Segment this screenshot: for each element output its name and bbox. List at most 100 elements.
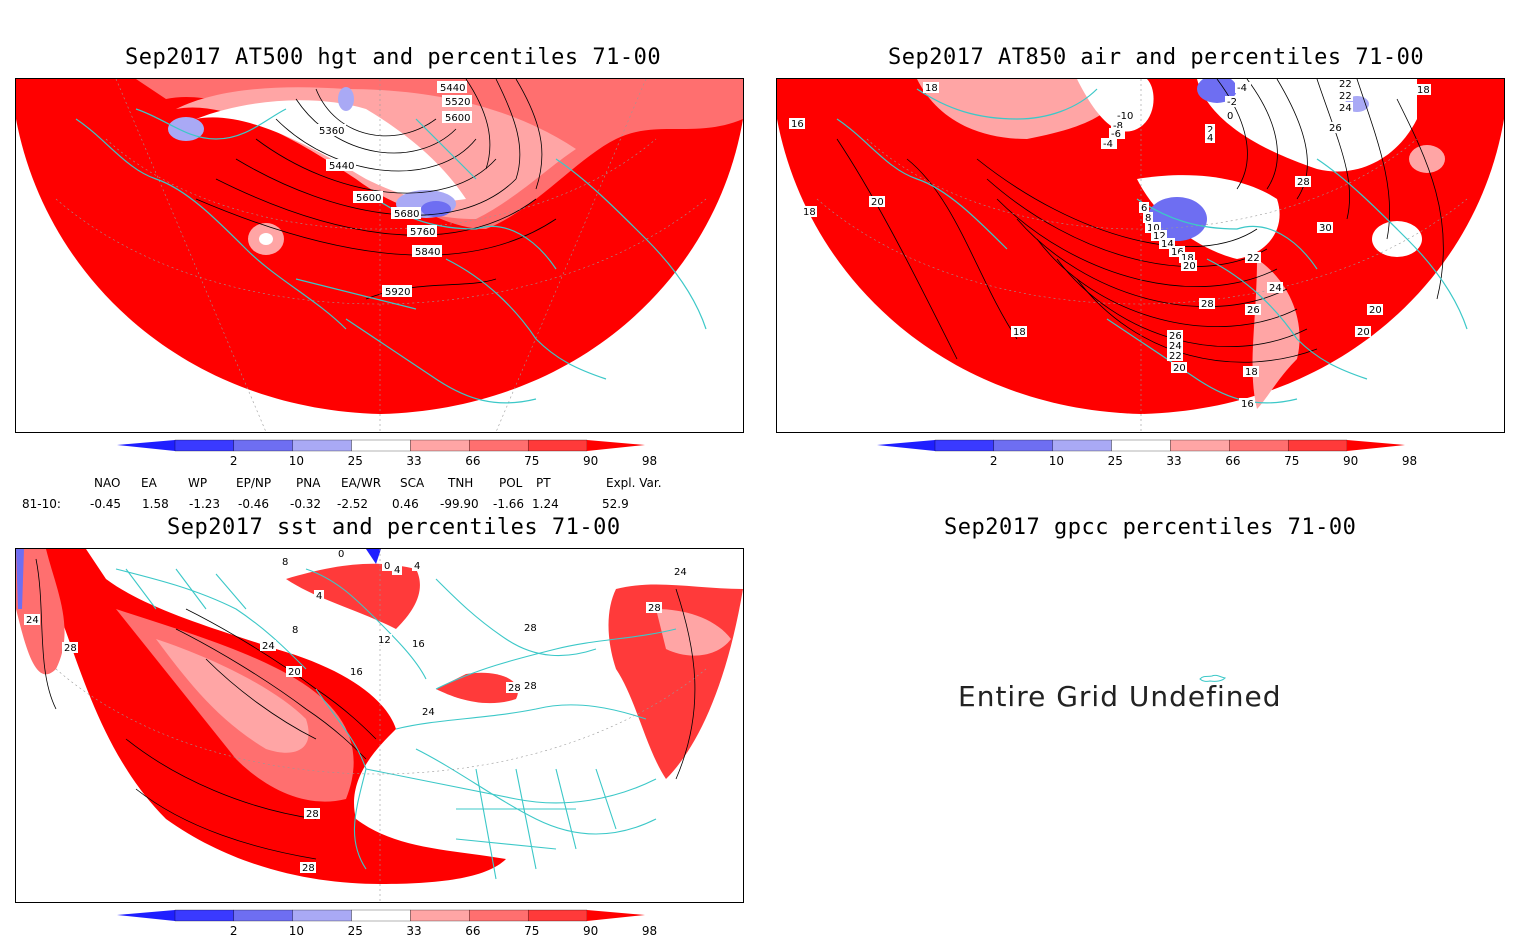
sst-contour-label: 16 — [350, 667, 363, 678]
air-colorbar: 2 10 25 33 66 75 90 98 — [877, 439, 1417, 473]
sst-contour-label: 4 — [316, 591, 322, 602]
air-contour-label: 18 — [1181, 253, 1194, 264]
colorbar-tick-label: 75 — [524, 924, 540, 938]
air-contour-label: 28 — [1297, 177, 1310, 188]
colorbar-segment — [292, 439, 352, 452]
air-contour-label: 22 — [1247, 253, 1260, 264]
colorbar-tick-label: 90 — [583, 924, 599, 938]
index-header: PNA — [296, 476, 321, 490]
sst-colorbar: 2 10 25 33 66 75 90 98 — [117, 909, 657, 939]
index-header: PT — [536, 476, 551, 490]
colorbar-segment — [934, 439, 995, 452]
hgt-colorbar: 2 10 25 33 66 75 90 98 — [117, 439, 657, 473]
air-contour-label: 24 — [1269, 283, 1282, 294]
sst-contour-label: 0 — [384, 561, 390, 572]
index-header: SCA — [400, 476, 425, 490]
colorbar-tick-label: 98 — [1401, 454, 1418, 468]
air-contour-label: 18 — [803, 207, 816, 218]
sst-contour-label: 4 — [394, 565, 400, 576]
sst-contour-label: 12 — [378, 635, 391, 646]
sst-contour-label: 24 — [674, 567, 687, 578]
colorbar-segment — [1287, 439, 1348, 452]
air-contour-label: -4 — [1103, 139, 1113, 150]
gpcc-island-mark — [1198, 670, 1228, 684]
colorbar-arrow-high — [587, 440, 645, 451]
index-header: NAO — [94, 476, 121, 490]
colorbar-arrow-high — [1347, 440, 1405, 451]
index-value: -2.52 — [337, 497, 369, 511]
colorbar-tick-label: 33 — [406, 924, 422, 938]
colorbar-segment — [469, 909, 529, 922]
sst-panel-title: Sep2017 sst and percentiles 71-00 — [167, 515, 621, 540]
hgt-contour-label: 5840 — [415, 247, 440, 258]
colorbar-segment — [1229, 439, 1289, 452]
colorbar-tick-label: 10 — [1048, 454, 1064, 468]
sst-contour-label: 28 — [648, 603, 661, 614]
colorbar-tick-label: 25 — [347, 454, 363, 468]
gpcc-panel-title: Sep2017 gpcc percentiles 71-00 — [944, 515, 1357, 540]
hgt-contour-label: 5600 — [356, 193, 381, 204]
colorbar-segment — [527, 909, 588, 922]
colorbar-tick-label: 2 — [229, 924, 238, 938]
indices-value-row: 81-10: -0.45 1.58 -1.23 -0.46 -0.32 -2.52 0.46… — [0, 497, 700, 513]
colorbar-segment — [527, 439, 588, 452]
colorbar-arrow-low — [117, 910, 175, 921]
hgt-contour-label: 5920 — [385, 287, 410, 298]
colorbar-tick-label: 33 — [1166, 454, 1182, 468]
colorbar-svg — [877, 439, 1405, 452]
air-contour-label: 18 — [1245, 367, 1258, 378]
air-contour-label: -2 — [1227, 97, 1237, 108]
sst-contour-label: 28 — [524, 623, 537, 634]
air-contour-label: 20 — [1183, 261, 1196, 272]
colorbar-tick-label: 2 — [989, 454, 998, 468]
sst-contour-label: 24 — [26, 615, 39, 626]
air-contour-label: 20 — [871, 197, 884, 208]
index-value: -0.45 — [90, 497, 122, 511]
colorbar-tick-label: 66 — [1225, 454, 1241, 468]
air-panel-title: Sep2017 AT850 air and percentiles 71-00 — [888, 45, 1425, 70]
colorbar-tick-label: 10 — [288, 924, 304, 938]
colorbar-segment — [351, 439, 411, 452]
air-contour-label: 28 — [1201, 299, 1214, 310]
colorbar-tick-label: 75 — [1284, 454, 1300, 468]
hgt-contour-label: 5600 — [445, 113, 470, 124]
index-header: Expl. Var. — [606, 476, 662, 490]
sst-contour-label: 4 — [414, 561, 420, 572]
air-contour-label: 24 — [1339, 103, 1352, 114]
sst-contour-label: 28 — [524, 681, 537, 692]
sst-map: 0 4 8 4 0 4 8 12 16 24 20 16 24 28 28 24 28 28 28 28 24 28 — [15, 548, 744, 903]
hgt-map-svg: 5440 5520 5600 5360 5440 5600 5680 5760 … — [16, 79, 743, 432]
air-map-svg: 18 -4-2024222224261816-10-8-6-41820283068… — [777, 79, 1504, 432]
hgt-contour-label: 5440 — [440, 83, 465, 94]
colorbar-tick-label: 66 — [465, 924, 481, 938]
sst-contour-label: 0 — [338, 549, 344, 560]
air-contour-label: 10 — [1147, 223, 1160, 234]
sst-contour-label: 28 — [64, 643, 77, 654]
air-contour-label: 22 — [1169, 351, 1182, 362]
air-contour-label: 6 — [1141, 203, 1147, 214]
air-contour-label: 16 — [1171, 247, 1184, 258]
hgt-contour-label: 5440 — [329, 161, 354, 172]
index-header: EA/WR — [341, 476, 382, 490]
index-value: -0.32 — [290, 497, 322, 511]
air-contour-label: 14 — [1161, 239, 1174, 250]
air-contour-label: 16 — [1241, 399, 1254, 410]
index-value: -1.23 — [189, 497, 221, 511]
air-contour-label: 26 — [1247, 305, 1260, 316]
index-value: -1.66 — [493, 497, 525, 511]
sst-contour-label: 24 — [262, 641, 275, 652]
sst-contour-label: 20 — [288, 667, 301, 678]
air-contour-label: 26 — [1169, 331, 1182, 342]
air-contour-label: 12 — [1153, 231, 1166, 242]
air-contour-label: 22 — [1339, 91, 1352, 102]
colorbar-segment — [174, 439, 235, 452]
colorbar-segment — [469, 439, 529, 452]
air-contour-label: 26 — [1329, 123, 1342, 134]
colorbar-tick-label: 98 — [641, 454, 658, 468]
colorbar-segment — [233, 439, 293, 452]
index-header: EP/NP — [236, 476, 272, 490]
colorbar-tick-label: 2 — [229, 454, 238, 468]
hgt-contour-label: 5520 — [445, 97, 470, 108]
